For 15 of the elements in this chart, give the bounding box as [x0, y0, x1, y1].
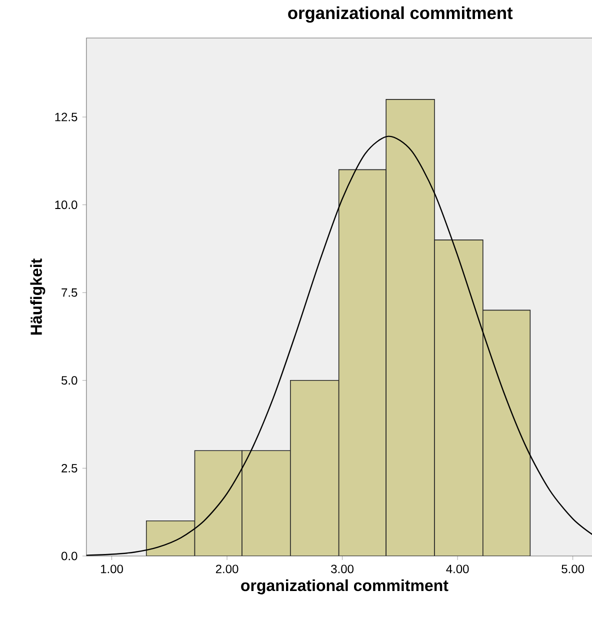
y-tick-label: 2.5 — [61, 464, 77, 472]
y-tick-label: 7.5 — [61, 288, 77, 297]
x-tick-label: 2.00 — [216, 564, 238, 574]
y-tick-label: 12.5 — [55, 112, 77, 122]
x-tick-label: 4.00 — [446, 564, 469, 574]
line-series — [86, 136, 592, 556]
x-tick-label: 3.00 — [330, 564, 354, 574]
chart-title: organizational commitment — [288, 6, 512, 23]
y-tick-label: 0.0 — [61, 552, 78, 560]
y-tick-label: 10.0 — [55, 200, 78, 210]
x-tick-label: 5.00 — [561, 564, 584, 574]
y-tick-label: 5.0 — [61, 376, 78, 385]
y-axis-title: Häufigkeit — [30, 258, 45, 335]
x-tick-label: 1.00 — [100, 564, 123, 574]
x-axis-title: organizational commitment — [240, 579, 448, 594]
